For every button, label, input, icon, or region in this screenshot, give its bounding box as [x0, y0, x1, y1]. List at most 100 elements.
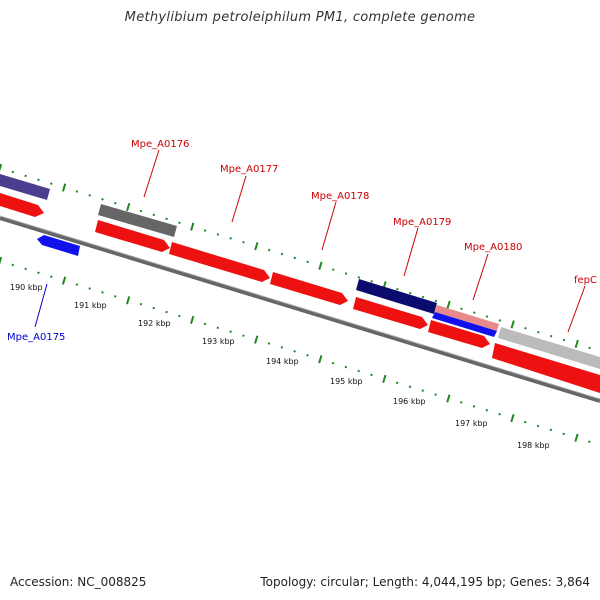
minor-tick — [408, 291, 412, 295]
minor-tick — [536, 424, 540, 428]
major-tick — [190, 315, 195, 325]
minor-tick — [408, 385, 412, 388]
minor-tick — [459, 401, 463, 404]
minor-tick — [114, 295, 117, 298]
major-tick — [510, 414, 515, 423]
minor-tick — [216, 326, 220, 330]
gene-label-mpe-a0180: Mpe_A0180 — [464, 242, 522, 253]
cog-feature-blue — [432, 312, 497, 337]
gene-label-mpe-a0176: Mpe_A0176 — [131, 139, 189, 150]
minor-tick — [421, 389, 425, 392]
major-tick — [382, 374, 387, 383]
gene-label-mpe-a0175: Mpe_A0175 — [7, 332, 65, 343]
cog-feature-gray — [98, 204, 177, 237]
minor-tick — [344, 272, 348, 275]
map-title: Methylibium petroleiphilum PM1, complete… — [124, 10, 476, 25]
major-tick — [61, 183, 67, 192]
minor-tick — [88, 287, 91, 290]
minor-tick — [75, 190, 79, 193]
leader-line — [143, 149, 160, 198]
minor-tick — [485, 409, 489, 412]
minor-tick — [331, 268, 335, 271]
major-tick — [254, 242, 259, 251]
minor-tick — [562, 338, 566, 342]
leader-line — [231, 175, 247, 223]
minor-tick — [524, 420, 527, 424]
minor-tick — [396, 287, 399, 291]
minor-tick — [178, 314, 181, 318]
major-tick — [190, 222, 195, 231]
minor-tick — [242, 241, 245, 244]
kbp-label: 192 kbp — [138, 319, 171, 328]
minor-tick — [588, 346, 591, 350]
minor-tick — [101, 291, 104, 294]
cog-feature-navy — [356, 279, 437, 314]
major-tick — [254, 335, 259, 344]
gene-label-mpe-a0178: Mpe_A0178 — [311, 191, 369, 202]
minor-tick — [357, 369, 360, 373]
major-tick — [510, 320, 515, 329]
gene-label-mpe-a0179: Mpe_A0179 — [393, 217, 451, 228]
forward-cds-track — [0, 193, 600, 393]
minor-tick — [165, 310, 168, 314]
kbp-label: 191 kbp — [74, 301, 107, 310]
minor-tick — [293, 256, 297, 260]
minor-tick — [37, 271, 40, 275]
cds-forward — [428, 320, 490, 348]
genome-backbone — [0, 215, 600, 403]
major-tick — [61, 276, 67, 285]
minor-tick — [139, 302, 143, 306]
minor-tick — [50, 182, 53, 185]
minor-tick — [293, 350, 296, 353]
minor-tick — [139, 209, 143, 213]
leader-line — [321, 201, 337, 251]
minor-tick — [11, 263, 15, 267]
cds-forward — [95, 220, 170, 252]
major-tick — [318, 355, 323, 364]
minor-tick — [370, 280, 373, 283]
minor-tick — [216, 233, 220, 236]
kbp-scale-labels: 190 kbp 191 kbp 192 kbp 193 kbp 194 kbp … — [10, 283, 550, 450]
minor-tick — [549, 428, 553, 432]
minor-tick — [24, 267, 27, 271]
minor-tick — [152, 306, 155, 310]
kbp-label: 190 kbp — [10, 283, 43, 292]
minor-tick — [165, 217, 168, 221]
minor-tick — [524, 327, 527, 330]
minor-tick — [242, 334, 245, 337]
minor-tick — [434, 393, 437, 396]
minor-tick — [37, 178, 40, 181]
leader-line — [34, 283, 48, 328]
major-tick — [574, 433, 579, 442]
gene-leader-lines — [34, 149, 586, 333]
cds-reverse — [37, 235, 80, 256]
accession-text: Accession: NC_008825 — [10, 575, 147, 589]
major-tick — [574, 339, 579, 349]
minor-tick — [421, 295, 425, 299]
minor-tick — [203, 322, 207, 326]
minor-tick — [229, 237, 232, 240]
major-tick — [0, 163, 3, 172]
cds-forward — [169, 242, 270, 282]
topology-text: Topology: circular; Length: 4,044,195 bp… — [260, 575, 590, 589]
kbp-label: 197 kbp — [455, 419, 488, 428]
kbp-label: 196 kbp — [393, 397, 426, 406]
minor-tick — [24, 174, 27, 178]
minor-tick — [588, 440, 591, 443]
minor-tick — [203, 229, 207, 232]
reverse-cds-track — [37, 235, 80, 256]
minor-tick — [485, 315, 489, 318]
major-tick — [0, 256, 3, 265]
minor-tick — [75, 283, 79, 286]
gene-labels: Mpe_A0175 Mpe_A0176 Mpe_A0177 Mpe_A0178 … — [7, 139, 597, 343]
cds-forward — [353, 297, 428, 329]
minor-tick — [11, 170, 15, 174]
major-tick — [126, 202, 131, 212]
gene-label-mpe-a0177: Mpe_A0177 — [220, 164, 278, 175]
minor-tick — [49, 275, 53, 278]
leader-line — [403, 227, 419, 277]
leader-line — [567, 285, 586, 333]
minor-tick — [152, 213, 156, 217]
minor-tick — [280, 346, 284, 349]
cds-forward — [270, 272, 348, 305]
